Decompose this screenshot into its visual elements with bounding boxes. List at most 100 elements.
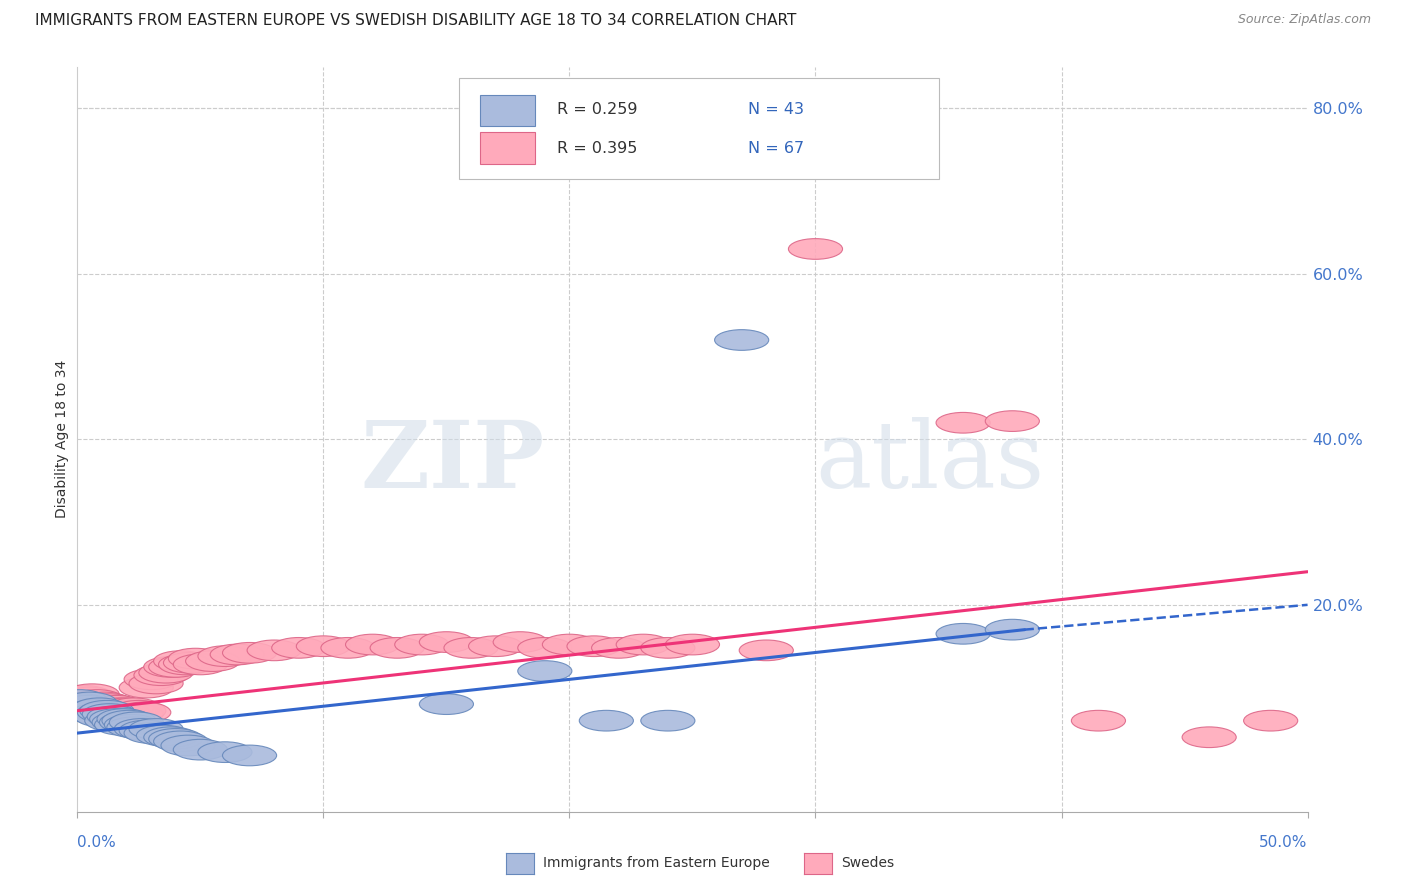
Ellipse shape	[114, 719, 169, 739]
Ellipse shape	[103, 700, 156, 721]
Ellipse shape	[103, 710, 156, 731]
Ellipse shape	[444, 638, 498, 658]
Ellipse shape	[120, 677, 173, 698]
Ellipse shape	[129, 719, 183, 739]
Ellipse shape	[139, 663, 193, 683]
Ellipse shape	[153, 731, 208, 752]
Ellipse shape	[80, 700, 134, 721]
Ellipse shape	[173, 654, 228, 674]
Ellipse shape	[90, 696, 143, 716]
Ellipse shape	[271, 638, 326, 658]
Ellipse shape	[665, 634, 720, 655]
Ellipse shape	[110, 704, 163, 724]
Text: Source: ZipAtlas.com: Source: ZipAtlas.com	[1237, 13, 1371, 27]
Ellipse shape	[321, 638, 375, 658]
Ellipse shape	[517, 661, 572, 681]
Ellipse shape	[567, 636, 621, 657]
Ellipse shape	[616, 634, 671, 655]
Ellipse shape	[60, 692, 114, 713]
Ellipse shape	[936, 624, 990, 644]
Ellipse shape	[100, 698, 153, 719]
Ellipse shape	[1071, 710, 1126, 731]
Ellipse shape	[162, 735, 215, 756]
Text: Swedes: Swedes	[841, 856, 894, 871]
Ellipse shape	[94, 700, 149, 721]
Ellipse shape	[67, 699, 122, 720]
Ellipse shape	[73, 694, 127, 714]
Ellipse shape	[73, 698, 127, 719]
Ellipse shape	[517, 638, 572, 658]
Ellipse shape	[112, 700, 166, 721]
Ellipse shape	[65, 702, 120, 723]
Ellipse shape	[77, 702, 132, 723]
Ellipse shape	[107, 698, 162, 719]
Ellipse shape	[395, 634, 449, 655]
Ellipse shape	[211, 644, 264, 665]
Ellipse shape	[149, 657, 202, 677]
Ellipse shape	[94, 714, 149, 735]
Ellipse shape	[159, 654, 212, 674]
FancyBboxPatch shape	[458, 78, 939, 178]
Text: IMMIGRANTS FROM EASTERN EUROPE VS SWEDISH DISABILITY AGE 18 TO 34 CORRELATION CH: IMMIGRANTS FROM EASTERN EUROPE VS SWEDIS…	[35, 13, 797, 29]
Ellipse shape	[134, 665, 188, 686]
Ellipse shape	[93, 712, 146, 732]
Ellipse shape	[90, 708, 143, 730]
Ellipse shape	[543, 634, 596, 655]
Ellipse shape	[100, 712, 153, 732]
Ellipse shape	[70, 690, 124, 710]
Ellipse shape	[87, 700, 142, 721]
Ellipse shape	[714, 330, 769, 351]
Ellipse shape	[107, 717, 162, 738]
Ellipse shape	[58, 686, 112, 706]
Ellipse shape	[52, 686, 107, 706]
Ellipse shape	[740, 640, 793, 661]
Ellipse shape	[117, 702, 172, 723]
Ellipse shape	[143, 727, 198, 747]
Ellipse shape	[370, 638, 425, 658]
Ellipse shape	[222, 745, 277, 766]
Ellipse shape	[93, 698, 146, 719]
Ellipse shape	[52, 690, 107, 710]
Ellipse shape	[82, 704, 136, 724]
Ellipse shape	[84, 698, 139, 718]
Y-axis label: Disability Age 18 to 34: Disability Age 18 to 34	[55, 360, 69, 518]
Ellipse shape	[97, 704, 152, 724]
Ellipse shape	[186, 651, 240, 672]
Ellipse shape	[153, 651, 208, 672]
Ellipse shape	[70, 704, 124, 724]
Ellipse shape	[247, 640, 301, 661]
Ellipse shape	[104, 714, 159, 735]
Ellipse shape	[58, 698, 112, 719]
Ellipse shape	[120, 720, 173, 741]
Ellipse shape	[169, 648, 222, 669]
Ellipse shape	[67, 696, 122, 716]
Ellipse shape	[75, 706, 129, 727]
Ellipse shape	[468, 636, 523, 657]
Ellipse shape	[1244, 710, 1298, 731]
Ellipse shape	[163, 652, 218, 673]
Text: 0.0%: 0.0%	[77, 836, 117, 850]
Ellipse shape	[129, 673, 183, 694]
Ellipse shape	[80, 698, 134, 719]
Ellipse shape	[63, 687, 117, 708]
Ellipse shape	[579, 710, 634, 731]
Ellipse shape	[55, 690, 110, 710]
Text: N = 43: N = 43	[748, 102, 804, 117]
Ellipse shape	[494, 632, 547, 652]
Ellipse shape	[346, 634, 399, 655]
Ellipse shape	[641, 710, 695, 731]
Ellipse shape	[986, 410, 1039, 432]
Ellipse shape	[789, 239, 842, 260]
Ellipse shape	[297, 636, 350, 657]
Ellipse shape	[136, 725, 191, 746]
Ellipse shape	[1182, 727, 1236, 747]
Ellipse shape	[110, 712, 163, 732]
Bar	[479, 95, 536, 127]
Ellipse shape	[173, 739, 228, 760]
Ellipse shape	[124, 723, 179, 743]
Ellipse shape	[87, 706, 142, 727]
Ellipse shape	[592, 638, 645, 658]
Text: ZIP: ZIP	[360, 417, 546, 507]
Ellipse shape	[104, 702, 159, 723]
Ellipse shape	[65, 684, 120, 705]
